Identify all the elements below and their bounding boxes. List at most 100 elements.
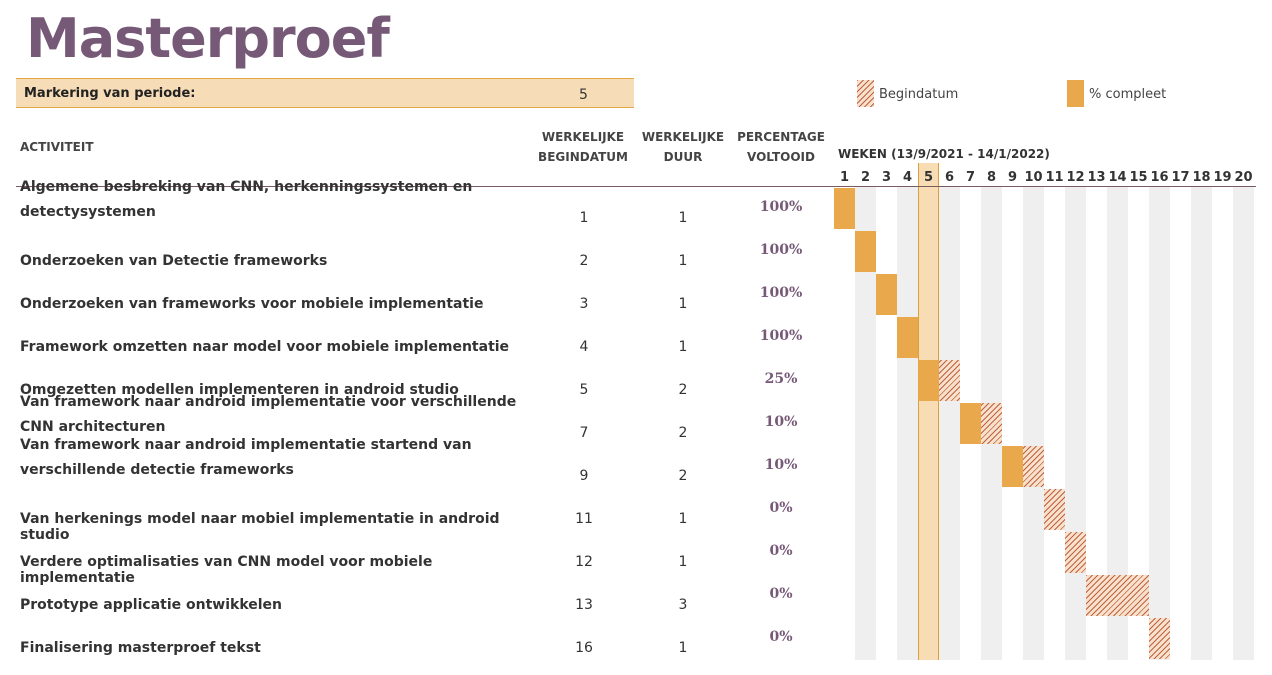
table-row: Onderzoeken van frameworks voor mobiele … <box>0 273 1272 316</box>
duration-value[interactable]: 3 <box>678 597 688 613</box>
gantt-complete-bar <box>855 231 876 272</box>
activity-name[interactable]: Omgezetten modellen implementeren in and… <box>20 382 459 398</box>
start-value[interactable]: 7 <box>579 425 589 441</box>
gantt-plan-bar <box>1149 618 1170 659</box>
gantt-plan-bar <box>1086 575 1149 616</box>
percent-complete-value[interactable]: 100% <box>759 199 803 215</box>
week-label: 8 <box>986 170 997 185</box>
duration-column-header: WERKELIJKE DUUR <box>633 127 733 167</box>
period-marker-label: Markering van periode: <box>24 86 196 101</box>
percent-complete-value[interactable]: 100% <box>759 285 803 301</box>
percent-header-line1: PERCENTAGE <box>737 130 825 144</box>
gantt-complete-bar <box>876 274 897 315</box>
week-label: 20 <box>1234 170 1253 185</box>
start-value[interactable]: 12 <box>575 554 593 570</box>
activity-name[interactable]: Van framework naar android implementatie… <box>20 390 540 440</box>
period-marker-input[interactable]: 5 <box>579 87 588 103</box>
week-label: 11 <box>1045 170 1064 185</box>
week-stripe <box>1023 187 1044 660</box>
duration-value[interactable]: 1 <box>678 640 688 656</box>
start-header-line2: BEGINDATUM <box>538 150 628 164</box>
activity-name-line2: verschillende detectie frameworks <box>20 462 294 478</box>
table-row: Van framework naar android implementatie… <box>0 394 1272 445</box>
table-row: Finalisering masterproef tekst 16 1 0% <box>0 617 1272 660</box>
gantt-complete-bar <box>897 317 918 358</box>
activity-name[interactable]: Finalisering masterproef tekst <box>20 640 261 656</box>
week-label: 19 <box>1213 170 1232 185</box>
duration-value[interactable]: 2 <box>678 382 688 398</box>
gantt-plan-bar <box>1065 532 1086 573</box>
weeks-header: WEKEN (13/9/2021 - 14/1/2022) <box>838 147 1050 161</box>
week-label: 2 <box>860 170 871 185</box>
gantt-complete-bar <box>918 360 939 401</box>
duration-value[interactable]: 1 <box>678 511 688 527</box>
start-header-line1: WERKELIJKE <box>541 130 625 144</box>
start-value[interactable]: 5 <box>579 382 589 398</box>
start-column-header: WERKELIJKE BEGINDATUM <box>533 127 633 167</box>
table-row: Van framework naar android implementatie… <box>0 437 1272 488</box>
activity-name[interactable]: Onderzoeken van Detectie frameworks <box>20 253 328 269</box>
week-label: 4 <box>902 170 913 185</box>
percent-complete-value[interactable]: 0% <box>769 500 793 516</box>
percent-complete-value[interactable]: 100% <box>759 242 803 258</box>
percent-header-line2: VOLTOOID <box>747 150 815 164</box>
week-label: 16 <box>1150 170 1169 185</box>
activity-name-line2: detectysystemen <box>20 204 156 220</box>
week-label: 10 <box>1024 170 1043 185</box>
percent-complete-value[interactable]: 100% <box>759 328 803 344</box>
start-value[interactable]: 16 <box>575 640 593 656</box>
duration-header-line1: WERKELIJKE <box>641 130 725 144</box>
activity-name[interactable]: Verdere optimalisaties van CNN model voo… <box>20 554 433 586</box>
complete-legend-swatch <box>1067 80 1084 107</box>
percent-complete-value[interactable]: 10% <box>764 414 798 430</box>
start-value[interactable]: 4 <box>579 339 589 355</box>
duration-value[interactable]: 1 <box>678 296 688 312</box>
week-label: 13 <box>1087 170 1106 185</box>
percent-complete-value[interactable]: 0% <box>769 543 793 559</box>
duration-value[interactable]: 1 <box>678 210 688 226</box>
activity-name[interactable]: Algemene besbreking van CNN, herkennings… <box>20 175 540 225</box>
duration-value[interactable]: 2 <box>678 468 688 484</box>
week-stripe <box>855 187 876 660</box>
activity-name[interactable]: Van herkenings model naar mobiel impleme… <box>20 511 500 543</box>
activity-name[interactable]: Prototype applicatie ontwikkelen <box>20 597 283 613</box>
percent-complete-value[interactable]: 10% <box>764 457 798 473</box>
week-stripe <box>1233 187 1254 660</box>
start-value[interactable]: 3 <box>579 296 589 312</box>
activity-name[interactable]: Van framework naar android implementatie… <box>20 433 540 483</box>
start-value[interactable]: 9 <box>579 468 589 484</box>
start-value[interactable]: 13 <box>575 597 593 613</box>
percent-complete-value[interactable]: 0% <box>769 586 793 602</box>
table-row: Onderzoeken van Detectie frameworks 2 1 100… <box>0 230 1272 273</box>
gantt-plan-bar <box>1044 489 1065 530</box>
week-stripe <box>1149 187 1170 660</box>
period-marker-bar: Markering van periode: 5 <box>16 78 634 108</box>
duration-value[interactable]: 1 <box>678 253 688 269</box>
start-value[interactable]: 2 <box>579 253 589 269</box>
duration-value[interactable]: 1 <box>678 339 688 355</box>
percent-complete-value[interactable]: 0% <box>769 629 793 645</box>
complete-legend-label: % compleet <box>1089 87 1167 102</box>
activity-name-line2: CNN architecturen <box>20 419 166 435</box>
week-label: 7 <box>965 170 976 185</box>
duration-value[interactable]: 2 <box>678 425 688 441</box>
percent-complete-value[interactable]: 25% <box>764 371 798 387</box>
week-stripe <box>1191 187 1212 660</box>
table-row: Prototype applicatie ontwikkelen 13 3 0% <box>0 574 1272 617</box>
header-divider <box>16 186 1256 187</box>
week-label: 18 <box>1192 170 1211 185</box>
week-label: 14 <box>1108 170 1127 185</box>
week-stripe <box>1107 187 1128 660</box>
start-date-legend-label: Begindatum <box>879 87 959 102</box>
activity-name[interactable]: Framework omzetten naar model voor mobie… <box>20 339 510 355</box>
duration-value[interactable]: 1 <box>678 554 688 570</box>
duration-header-line2: DUUR <box>663 150 703 164</box>
table-row: Van herkenings model naar mobiel impleme… <box>0 488 1272 543</box>
start-value[interactable]: 1 <box>579 210 589 226</box>
activity-name[interactable]: Onderzoeken van frameworks voor mobiele … <box>20 296 484 312</box>
activity-name-line1: Algemene besbreking van CNN, herkennings… <box>20 179 473 195</box>
table-row: Omgezetten modellen implementeren in and… <box>0 359 1272 402</box>
week-label: 17 <box>1171 170 1190 185</box>
start-value[interactable]: 11 <box>575 511 593 527</box>
activity-name-line1: Van framework naar android implementatie… <box>20 437 472 453</box>
